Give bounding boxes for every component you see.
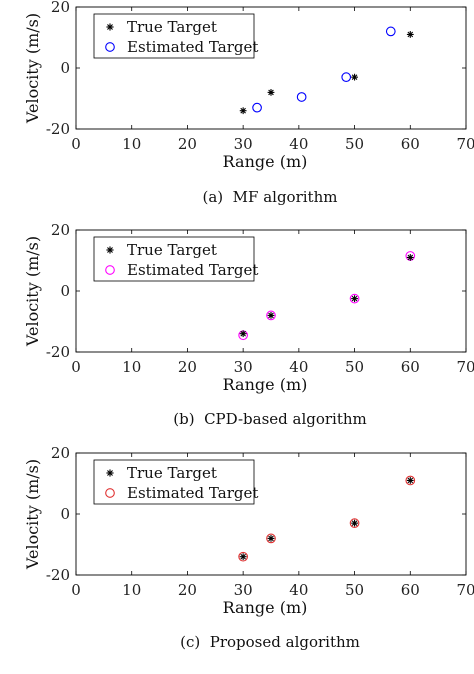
x-tick-label: 40 [289,358,308,376]
legend-marker [105,42,115,52]
x-tick-label: 10 [122,135,141,153]
legend: True Target Estimated Target [93,236,258,282]
true-target-point [239,553,247,561]
legend-marker [105,488,115,498]
x-tick-label: 30 [234,135,253,153]
y-tick-label: 20 [51,221,70,239]
true-target-point [351,73,358,81]
y-tick-label: -20 [46,343,70,361]
legend-box [93,13,255,59]
legend-box [93,236,255,282]
x-tick-label: 70 [456,581,474,599]
x-tick-label: 40 [289,581,308,599]
x-axis-label: Range (m) [223,375,308,394]
series-estimated-target [238,251,416,341]
y-tick-label: 20 [51,0,70,16]
x-tick-label: 20 [178,358,197,376]
estimated-target-point [252,102,262,113]
x-tick-label: 70 [456,135,474,153]
y-tick-label: 0 [60,505,70,523]
legend-marker [106,469,114,477]
x-tick-label: 30 [234,358,253,376]
subplot-caption: (c) Proposed algorithm [180,633,360,651]
estimated-target-point [405,475,416,486]
true-target-point [406,31,414,38]
y-tick-label: 0 [60,282,70,300]
legend-marker [105,265,115,275]
legend-label: True Target [127,241,217,259]
x-tick-label: 0 [71,358,81,376]
x-tick-label: 10 [122,358,141,376]
y-axis-label: Velocity (m/s) [23,13,42,124]
true-target-point [267,89,275,96]
x-tick-label: 60 [401,581,420,599]
x-tick-label: 50 [345,581,364,599]
legend-label: True Target [127,464,217,482]
true-target-point [239,107,247,115]
legend-marker [106,246,114,254]
x-tick-label: 50 [345,358,364,376]
true-target-point [351,295,358,303]
x-tick-label: 70 [456,358,474,376]
series-estimated-target [252,26,396,113]
legend-label: Estimated Target [127,484,258,502]
x-tick-label: 10 [122,581,141,599]
x-tick-label: 20 [178,135,197,153]
series-true-target [239,31,414,115]
estimated-target-point [385,26,396,37]
x-tick-label: 30 [234,581,253,599]
x-tick-label: 0 [71,581,81,599]
estimated-target-point [349,293,360,304]
y-tick-label: 20 [51,444,70,462]
true-target-point [406,477,414,484]
estimated-target-point [296,92,307,102]
true-target-point [267,312,275,319]
estimated-target-point [266,310,276,321]
series-true-target [239,254,414,338]
x-tick-label: 40 [289,135,308,153]
y-tick-label: -20 [46,566,70,584]
subplot-caption: (b) CPD-based algorithm [173,410,367,428]
estimated-target-point [341,72,352,82]
series-estimated-target [238,475,416,562]
x-tick-label: 50 [345,135,364,153]
legend-label: Estimated Target [127,261,258,279]
legend-label: Estimated Target [127,38,258,56]
y-axis-label: Velocity (m/s) [23,459,42,570]
x-tick-label: 0 [71,135,81,153]
y-tick-label: -20 [46,120,70,138]
x-tick-label: 60 [401,135,420,153]
estimated-target-point [266,533,276,544]
true-target-point [351,519,358,527]
y-tick-label: 0 [60,59,70,77]
series-true-target [239,477,414,561]
legend-label: True Target [127,18,217,36]
subplot-caption: (a) MF algorithm [203,188,338,206]
estimated-target-point [349,518,360,529]
y-axis-label: Velocity (m/s) [23,236,42,347]
estimated-target-point [238,551,248,562]
legend-marker [106,23,114,31]
x-tick-label: 60 [401,358,420,376]
true-target-point [267,535,275,542]
true-target-point [239,330,247,338]
legend-box [93,459,255,505]
legend: True Target Estimated Target [93,459,258,505]
x-axis-label: Range (m) [223,598,308,617]
true-target-point [406,254,414,261]
x-axis-label: Range (m) [223,152,308,171]
x-tick-label: 20 [178,581,197,599]
legend: True Target Estimated Target [93,13,258,59]
